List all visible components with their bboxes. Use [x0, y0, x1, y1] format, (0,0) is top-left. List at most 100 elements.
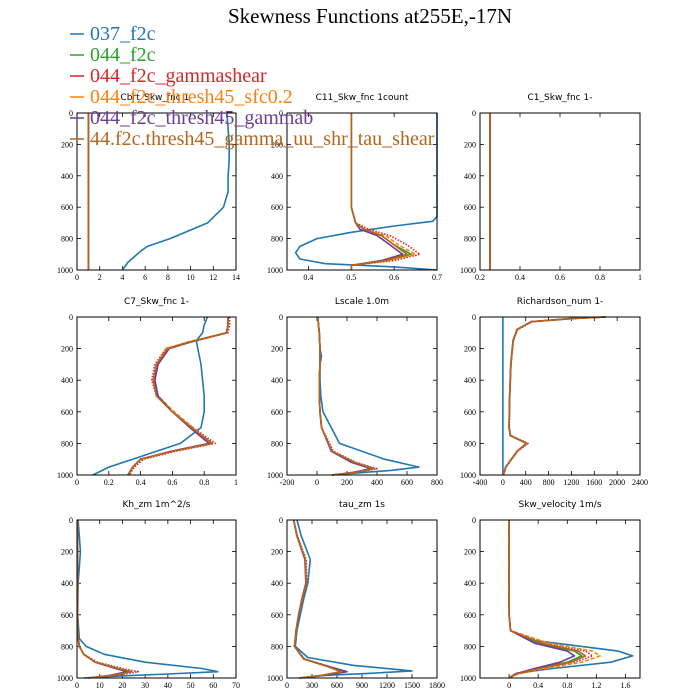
panel-9: Skw_velocity 1m/s 0 0.4 0.8 1.2 1.6 0 200 400 600… [460, 500, 641, 690]
y-tick-label: 400 [271, 376, 283, 385]
series-line [76, 519, 219, 679]
x-tick-label: 0.8 [595, 273, 605, 282]
y-tick-label: 1000 [267, 266, 283, 275]
y-tick-label: 1000 [57, 471, 73, 480]
series-line [127, 317, 229, 476]
legend-item: 044_f2c_thresh45_gammab [70, 107, 313, 129]
x-tick-label: 0 [501, 478, 505, 487]
y-tick-label: 800 [271, 642, 283, 651]
legend-item: 44.f2c.thresh45_gamma_uu_shr_tau_shear [70, 128, 435, 150]
x-tick-label: 0 [75, 478, 79, 487]
panel-title: C1_Skw_fnc 1- [528, 93, 593, 103]
x-tick-label: 0.2 [475, 273, 485, 282]
series-line [292, 519, 343, 679]
x-tick-label: 600 [401, 478, 413, 487]
y-tick-label: 0 [69, 516, 73, 525]
panel-frame [76, 519, 237, 679]
x-tick-label: -200 [280, 478, 295, 487]
panel-title: C7_Skw_fnc 1- [124, 297, 189, 307]
x-tick-label: 0.7 [432, 273, 442, 282]
x-tick-label: 600 [331, 681, 343, 690]
x-tick-label: 0 [75, 681, 79, 690]
series-line [317, 316, 375, 476]
y-tick-label: 0 [69, 313, 73, 322]
x-tick-label: 2400 [632, 478, 648, 487]
series-line [317, 316, 375, 476]
x-tick-label: 1.2 [591, 681, 601, 690]
y-tick-label: 200 [271, 548, 283, 557]
panel-7: Kh_zm 1m^2/s 0 10 20 30 40 50 60 70 0 200 400 600 800… [57, 500, 240, 690]
x-tick-label: 30 [141, 681, 149, 690]
y-tick-label: 200 [271, 345, 283, 354]
x-tick-label: 1800 [429, 681, 445, 690]
series-line [350, 113, 408, 270]
y-tick-label: 0 [279, 109, 283, 118]
series-line [508, 520, 587, 679]
x-tick-label: 20 [118, 681, 126, 690]
y-tick-label: 600 [61, 611, 73, 620]
series-line [508, 520, 601, 679]
y-tick-label: 800 [61, 439, 73, 448]
series-line [127, 317, 229, 476]
y-tick-label: 1000 [57, 266, 73, 275]
x-tick-label: 400 [520, 478, 532, 487]
y-tick-label: 0 [472, 516, 476, 525]
x-tick-label: 0.4 [136, 478, 146, 487]
x-tick-label: 6 [143, 273, 147, 282]
panel-frame [286, 112, 438, 271]
series-line [317, 316, 378, 476]
y-tick-label: 0 [472, 109, 476, 118]
y-tick-label: 0 [279, 313, 283, 322]
series-line [294, 519, 413, 679]
legend-item: 037_f2c [70, 23, 156, 45]
legend-label: 044_f2c [90, 44, 156, 66]
x-tick-label: 0.6 [167, 478, 177, 487]
panel-5: Lscale 1.0m -200 0 200 400 600 800 0 200 400 600 80… [267, 297, 443, 487]
x-tick-label: 1500 [404, 681, 420, 690]
x-tick-label: 0.4 [515, 273, 525, 282]
x-tick-label: 0 [507, 681, 511, 690]
x-tick-label: 40 [164, 681, 172, 690]
y-tick-label: 0 [472, 313, 476, 322]
y-tick-label: 600 [61, 203, 73, 212]
x-tick-label: 0 [75, 273, 79, 282]
x-tick-label: 0.5 [346, 273, 356, 282]
panel-grid: Cbrt_Skw_fnc 1-0 2 4 6 8 10 12 1402004006008001… [57, 93, 648, 690]
panel-title: Kh_zm 1m^2/s [123, 500, 191, 510]
series-line [127, 317, 229, 476]
y-tick-label: 400 [61, 172, 73, 181]
panel-4: C7_Skw_fnc 1- 0 0.2 0.4 0.6 0.8 1 0 200 400 600 800… [57, 297, 238, 487]
x-tick-label: 400 [371, 478, 383, 487]
panel-2: C11_Skw_fnc 1count 0.4 0.5 0.6 0.7 0 200 400 600… [267, 93, 442, 282]
x-tick-label: 60 [209, 681, 217, 690]
x-tick-label: 0 [315, 478, 319, 487]
y-tick-label: 1000 [460, 674, 476, 683]
y-tick-label: 200 [464, 345, 476, 354]
x-tick-label: 4 [120, 273, 124, 282]
legend-item: 044_f2c_gammashear [70, 65, 267, 87]
panel-title: Lscale 1.0m [335, 297, 389, 307]
y-tick-label: 600 [271, 611, 283, 620]
y-tick-label: 200 [271, 140, 283, 149]
y-tick-label: 400 [464, 579, 476, 588]
x-tick-label: 50 [187, 681, 195, 690]
x-tick-label: 12 [209, 273, 217, 282]
y-tick-label: 1000 [267, 471, 283, 480]
y-tick-label: 400 [271, 172, 283, 181]
y-tick-label: 800 [464, 235, 476, 244]
x-tick-label: 800 [431, 478, 443, 487]
legend-label: 44.f2c.thresh45_gamma_uu_shr_tau_shear [90, 128, 435, 150]
y-tick-label: 800 [271, 439, 283, 448]
y-tick-label: 400 [464, 172, 476, 181]
series-line [128, 317, 231, 476]
y-tick-label: 600 [464, 611, 476, 620]
x-tick-label: 2000 [609, 478, 625, 487]
series-line [508, 520, 576, 679]
panel-frame [76, 112, 237, 271]
x-tick-label: 1 [234, 478, 238, 487]
y-tick-label: 400 [61, 376, 73, 385]
x-tick-label: 14 [232, 273, 240, 282]
y-tick-label: 1000 [57, 674, 73, 683]
